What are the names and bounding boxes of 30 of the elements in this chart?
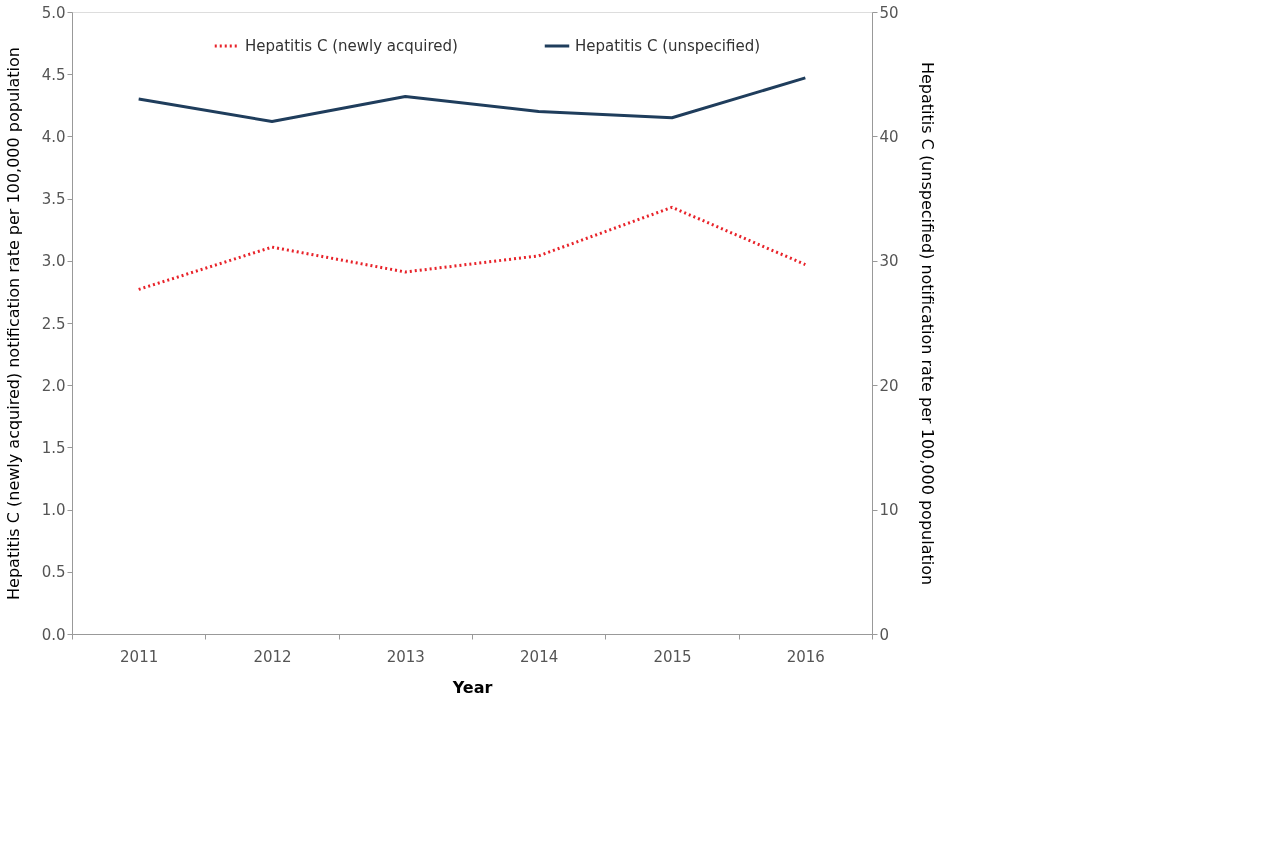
x-tick-label: 2012 [253,647,292,666]
x-axis-title: Year [451,677,493,697]
y-tick-label: 0.5 [41,563,66,582]
y-tick-label: 0.0 [41,625,66,644]
line-series [137,76,807,123]
y2-tick-label: 40 [879,127,899,146]
y-tick-label: 2.0 [41,376,66,395]
y-tick-label: 5.0 [41,3,66,22]
x-tick-label: 2016 [786,647,825,666]
y-tick-label: 4.5 [41,65,66,84]
y2-tick-label: 0 [879,625,890,644]
y-tick-label: 1.5 [41,438,66,457]
line-series [137,205,807,291]
y-axis-title: Hepatitis C (newly acquired) notification rate per 100,000 population [3,47,23,600]
y-tick-label: 2.5 [41,314,66,333]
legend-label: Hepatitis C (newly acquired) [245,37,458,55]
y2-tick-label: 50 [879,3,899,22]
y2-tick-label: 10 [879,501,899,520]
x-tick-label: 2013 [386,647,425,666]
x-tick-label: 2015 [653,647,692,666]
y-tick-label: 3.0 [41,252,66,271]
y-tick-label: 3.5 [41,190,66,209]
y-tick-label: 4.0 [41,127,66,146]
legend-label: Hepatitis C (unspecified) [575,37,761,55]
y2-axis-title: Hepatitis C (unspecified) notification rate per 100,000 population [917,61,937,586]
y2-tick-label: 30 [879,252,899,271]
y-tick-label: 1.0 [41,501,66,520]
x-tick-label: 2011 [120,647,159,666]
y2-tick-label: 20 [879,376,899,395]
x-tick-label: 2014 [520,647,559,666]
